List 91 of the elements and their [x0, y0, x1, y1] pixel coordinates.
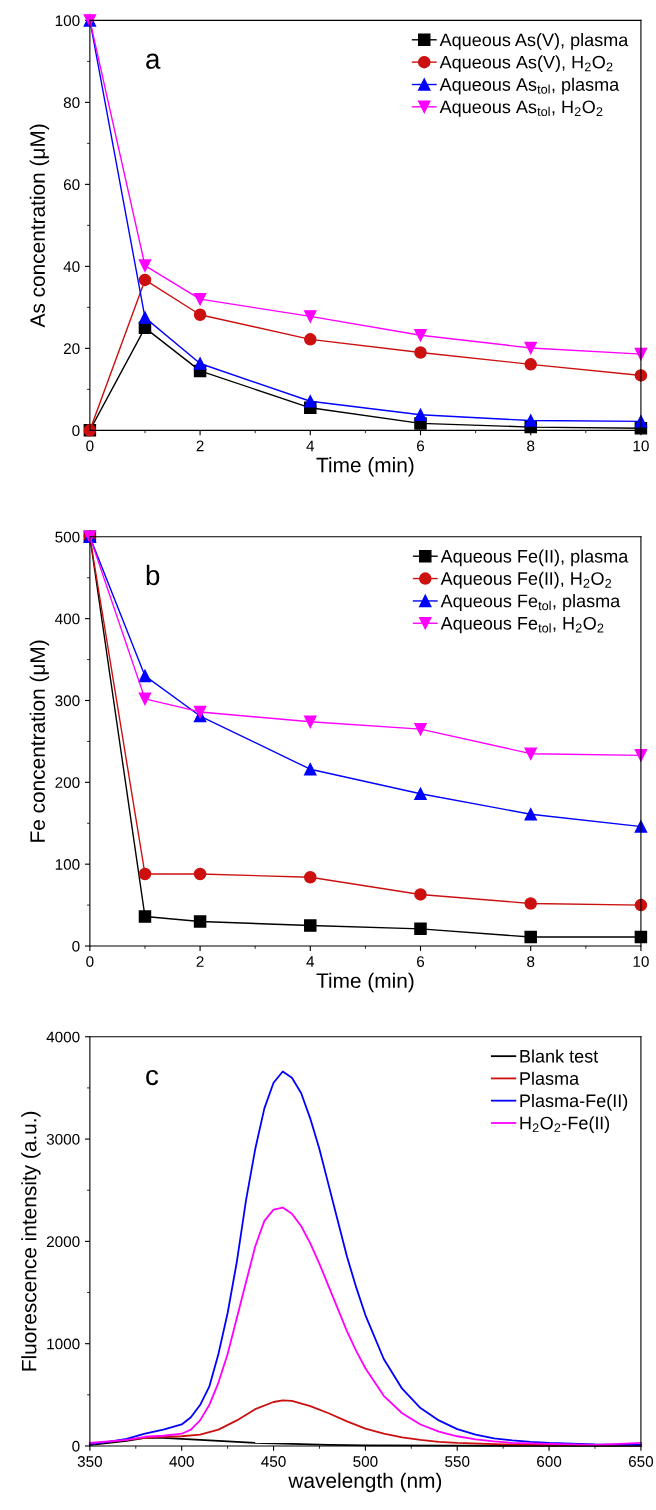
y-tick-label: 100	[55, 15, 80, 27]
x-tick-label: 6	[417, 440, 425, 452]
y-axis-title: Fluorescence intensity (a.u.)	[21, 1111, 41, 1371]
legend-label: Aqueous Fe(II), plasma	[440, 549, 629, 567]
y-tick-label: 400	[55, 613, 80, 625]
point	[524, 358, 537, 371]
x-axis-title: wavelength (nm)	[288, 1472, 442, 1493]
legend-label: Aqueous As(V), plasma	[439, 33, 629, 50]
x-tick-label: 6	[417, 956, 425, 967]
x-tick-label: 4	[306, 440, 315, 452]
y-tick-label: 4000	[46, 1031, 80, 1043]
point	[524, 341, 537, 355]
point	[304, 394, 317, 408]
y-tick-label: 0	[72, 1440, 80, 1452]
y-tick-label: 2000	[46, 1236, 80, 1248]
point	[414, 922, 427, 936]
point	[193, 308, 207, 321]
point	[414, 787, 427, 801]
y-axis-title: Fe concentration (μM)	[29, 640, 50, 842]
y-tick-label: 100	[55, 859, 80, 870]
point	[304, 919, 317, 932]
y-axis-title: As concentration (μM)	[29, 124, 50, 328]
point	[193, 292, 207, 306]
x-tick-label: 550	[445, 1456, 470, 1467]
point	[524, 414, 537, 427]
y-tick-label: 60	[63, 179, 80, 191]
x-tick-label: 0	[86, 440, 94, 452]
legend-label: Aqueous Fe$_{tol}$, H$_{2}$O$_{2}$	[440, 616, 604, 634]
point	[414, 346, 427, 359]
annotation: b	[146, 564, 160, 586]
y-tick-label: 500	[55, 531, 80, 543]
x-tick-label: 2	[196, 440, 204, 452]
x-tick-label: 0	[86, 956, 94, 967]
y-tick-label: 0	[72, 425, 80, 437]
point	[138, 311, 152, 324]
legend-label: Plasma-Fe(II)	[520, 1093, 628, 1111]
x-tick-label: 10	[633, 956, 649, 967]
point	[304, 715, 317, 729]
x-tick-label: 400	[169, 1456, 194, 1467]
legend-label: Aqueous Fe(II), H$_{2}$O$_{2}$	[440, 571, 612, 589]
point	[138, 910, 152, 923]
point	[304, 310, 317, 323]
annotation: a	[146, 53, 161, 69]
x-tick-label: 8	[527, 956, 535, 967]
x-tick-label: 650	[628, 1456, 654, 1467]
point	[193, 915, 207, 928]
y-tick-label: 1000	[47, 1338, 80, 1350]
legend-label: Plasma	[520, 1071, 580, 1085]
point	[193, 867, 207, 881]
point	[138, 692, 152, 706]
x-tick-label: 8	[527, 440, 535, 452]
x-axis-title: Time (min)	[316, 972, 414, 993]
point	[414, 328, 427, 342]
annotation: c	[146, 1069, 159, 1086]
point	[524, 807, 537, 821]
legend-label: H$_{2}$O$_{2}$-Fe(II)	[520, 1116, 610, 1133]
y-tick-label: 3000	[46, 1133, 80, 1145]
point	[304, 333, 317, 346]
y-tick-label: 300	[55, 695, 80, 707]
y-tick-label: 80	[63, 97, 80, 109]
legend-label: Blank test	[520, 1049, 599, 1063]
x-tick-label: 350	[77, 1456, 103, 1467]
y-tick-label: 0	[72, 940, 80, 952]
legend-label: Aqueous As(V), H$_{2}$O$_{2}$	[439, 55, 613, 73]
point	[524, 747, 537, 760]
legend-label: Aqueous Fe$_{tol}$, plasma	[440, 594, 621, 611]
point	[138, 259, 152, 272]
point	[414, 888, 427, 901]
x-tick-label: 2	[196, 956, 204, 967]
x-tick-label: 600	[537, 1456, 562, 1467]
point	[524, 930, 537, 944]
y-tick-label: 200	[55, 777, 80, 789]
point	[304, 871, 317, 884]
point	[138, 669, 152, 683]
x-axis-title: Time (min)	[316, 457, 414, 477]
point	[304, 762, 317, 776]
legend-label: Aqueous As$_{tol}$, H$_{2}$O$_{2}$	[439, 100, 603, 117]
legend-label: Aqueous As$_{tol}$, plasma	[439, 77, 620, 95]
point	[193, 357, 207, 370]
x-tick-label: 10	[633, 440, 649, 452]
point	[414, 722, 427, 736]
y-tick-label: 40	[63, 261, 80, 273]
point	[193, 705, 207, 719]
y-tick-label: 20	[63, 343, 80, 355]
x-tick-label: 4	[306, 956, 315, 967]
point	[138, 867, 152, 881]
point	[524, 897, 537, 910]
point	[414, 408, 427, 422]
x-tick-label: 450	[261, 1456, 286, 1467]
point	[138, 273, 152, 287]
x-tick-label: 500	[353, 1456, 378, 1467]
